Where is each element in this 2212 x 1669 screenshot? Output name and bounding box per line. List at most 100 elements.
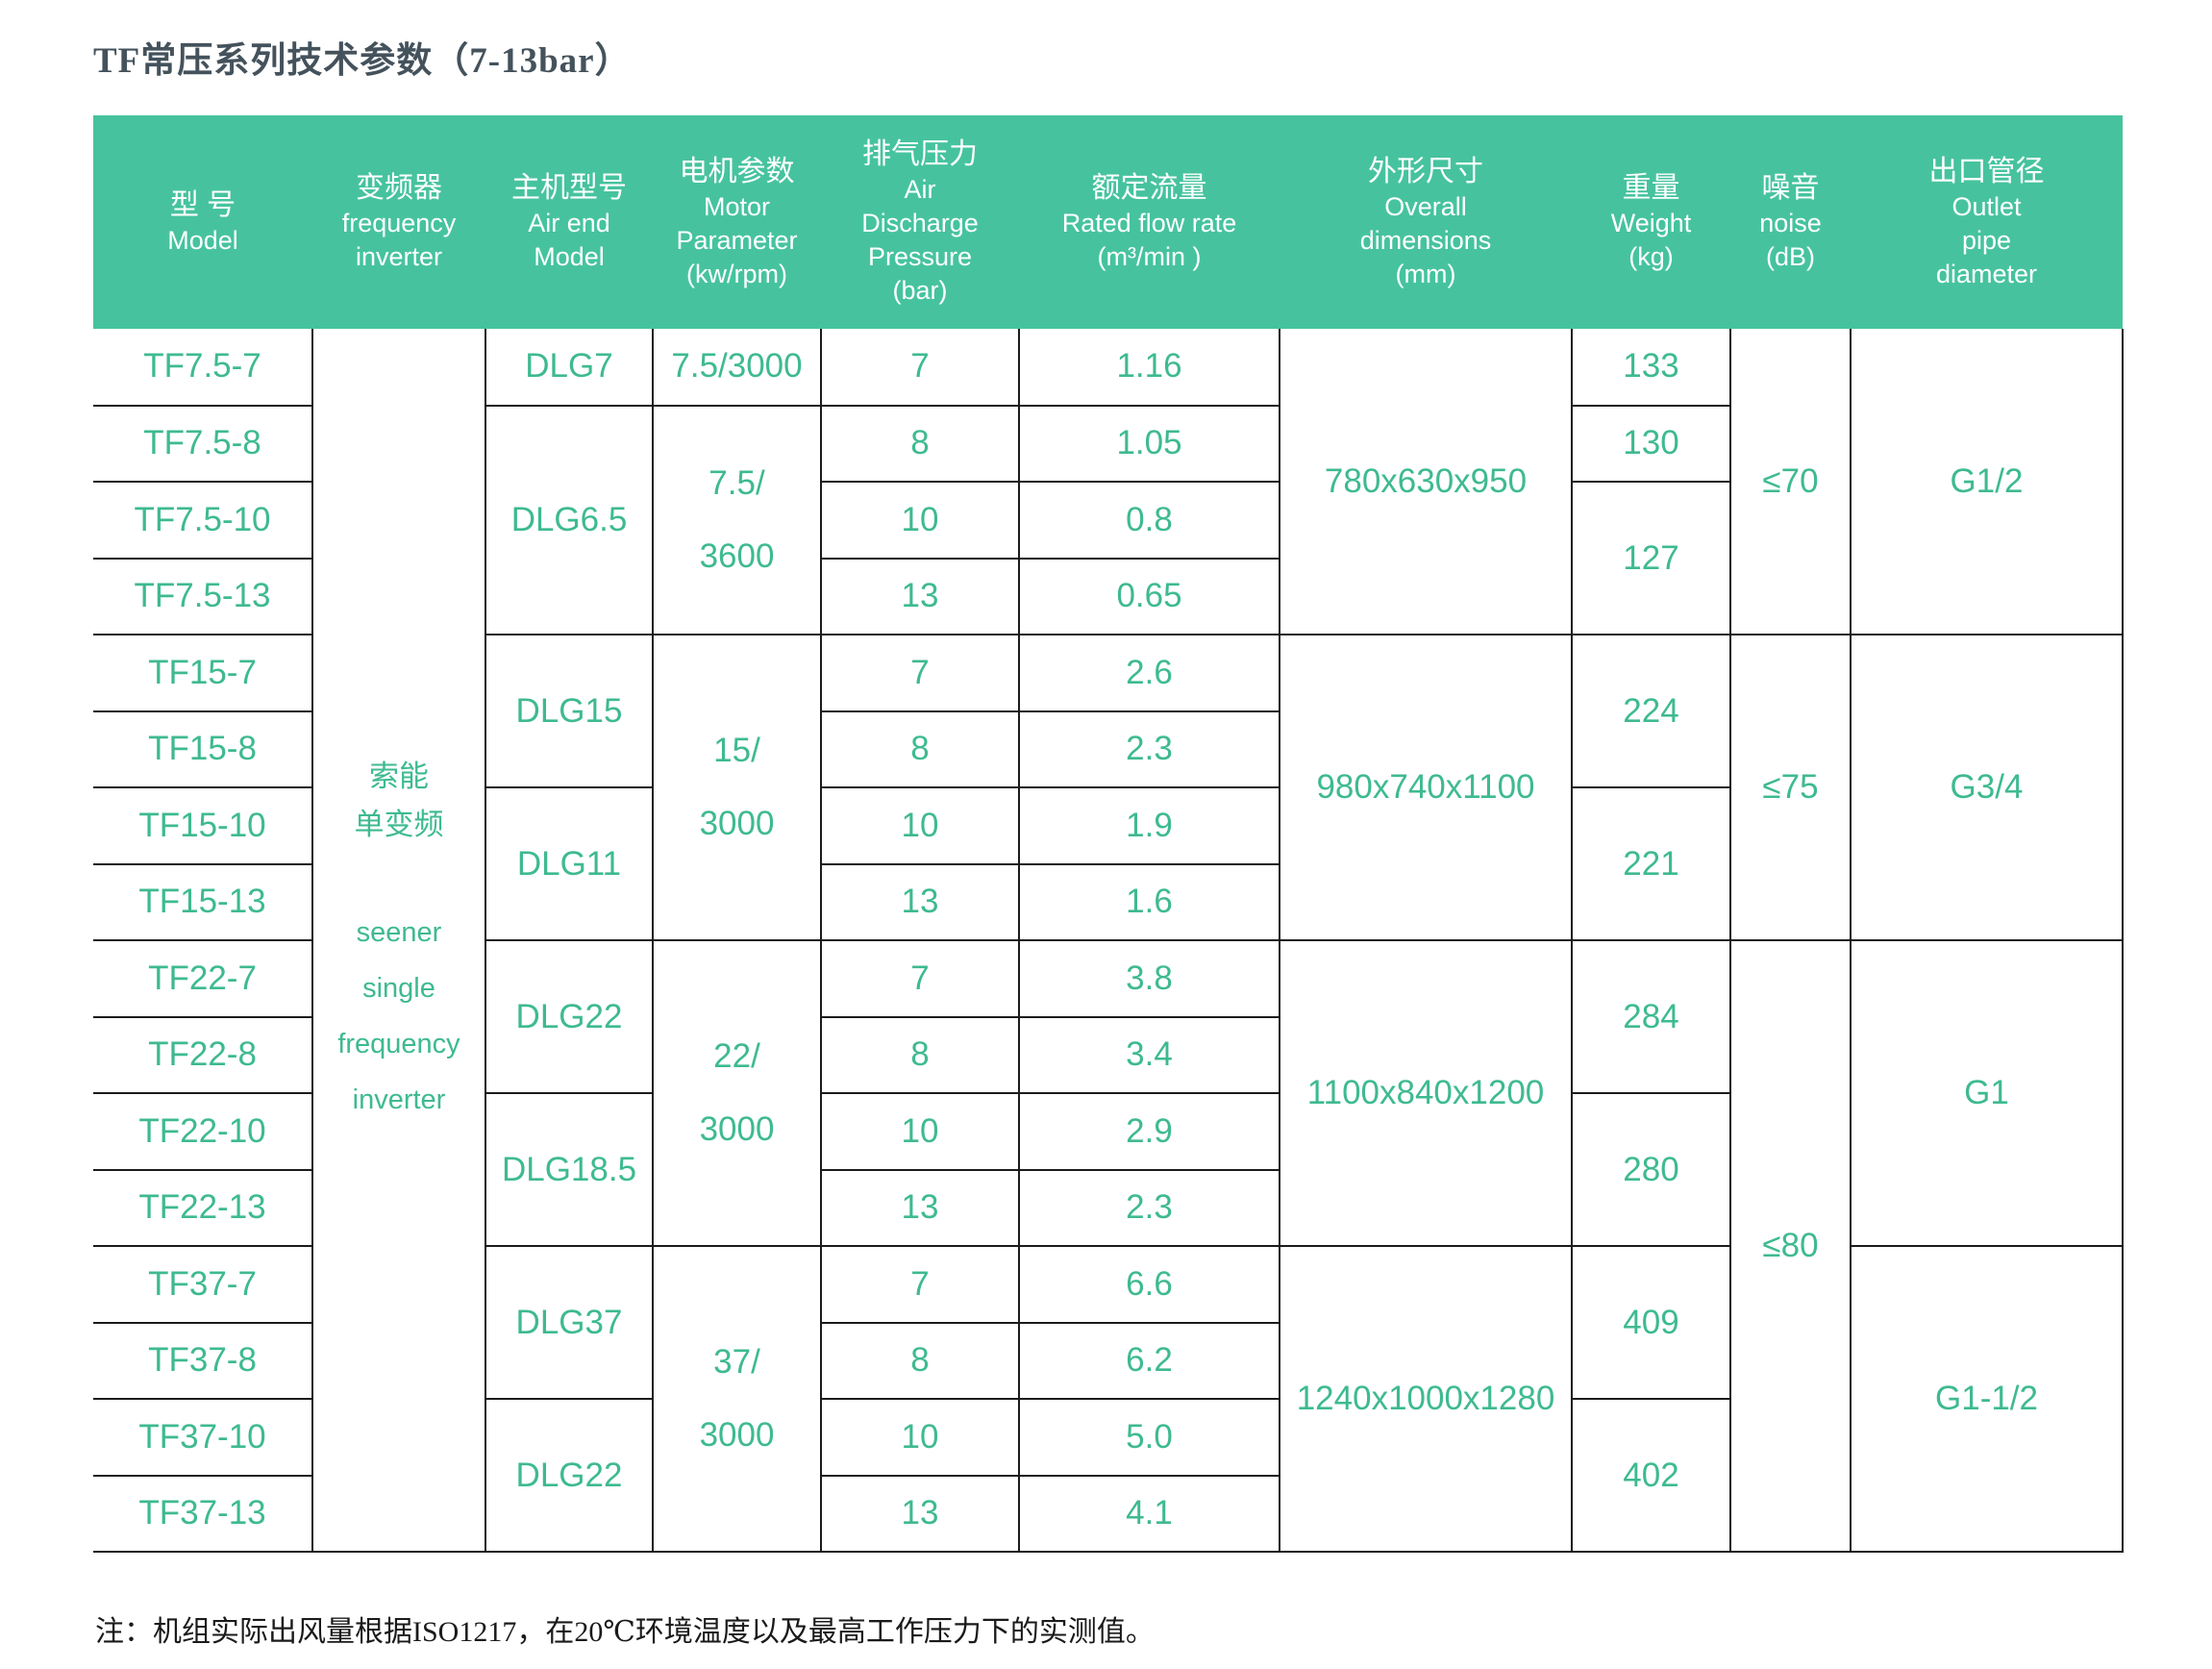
header-model: 型 号 Model	[93, 115, 312, 329]
cell-pressure: 10	[821, 1093, 1020, 1171]
table-row: TF7.5-8 DLG6.5 7.5/ 3600 8 1.05 130	[93, 405, 2123, 635]
cell-pressure: 7	[821, 329, 1020, 407]
cell-pipe: G1	[1851, 940, 2124, 1247]
cell-model: TF37-13	[93, 1475, 313, 1553]
cell-flow: 2.9	[1019, 1093, 1280, 1171]
cell-noise: ≤75	[1730, 635, 1852, 941]
cell-pressure: 13	[821, 1169, 1020, 1247]
cell-weight: 221	[1572, 787, 1731, 941]
header-noise: 噪音 noise (dB)	[1730, 115, 1851, 329]
inverter-label-en: seener single frequency inverter	[337, 916, 460, 1115]
cell-motor: 7.5/3000	[653, 329, 822, 407]
cell-weight: 409	[1572, 1246, 1731, 1400]
cell-pressure: 7	[821, 940, 1020, 1018]
table-row: TF15-8 8 2.3	[93, 710, 2123, 788]
cell-model: TF22-10	[93, 1093, 313, 1171]
cell-model: TF22-8	[93, 1016, 313, 1094]
cell-model: TF15-13	[93, 863, 313, 941]
cell-flow: 1.16	[1019, 329, 1280, 407]
cell-model: TF37-8	[93, 1322, 313, 1400]
table-row: TF37-13 13 4.1	[93, 1475, 2123, 1553]
cell-flow: 3.4	[1019, 1016, 1280, 1094]
spec-table: 型 号 Model 变频器 frequency inverter 主机型号 Air e…	[93, 115, 2124, 1553]
cell-pipe: G1-1/2	[1851, 1246, 2124, 1553]
cell-pressure: 10	[821, 1399, 1020, 1477]
inverter-label-zh: 索能 单变频	[354, 759, 444, 841]
cell-model: TF22-13	[93, 1169, 313, 1247]
table-row: TF22-13 13 2.3	[93, 1169, 2123, 1247]
cell-model: TF37-7	[93, 1246, 313, 1324]
cell-air-end: DLG7	[485, 329, 654, 407]
cell-dimensions: 780x630x950	[1280, 329, 1573, 635]
table-row: TF15-7 DLG15 15/ 3000 7 2.6 980x740x1100…	[93, 635, 2124, 941]
cell-flow: 6.2	[1019, 1322, 1280, 1400]
cell-noise: ≤70	[1730, 329, 1852, 635]
footnote: 注：机组实际出风量根据ISO1217，在20℃环境温度以及最高工作压力下的实测值…	[95, 1616, 1155, 1648]
cell-flow: 3.8	[1019, 940, 1280, 1018]
table-row: TF37-10 DLG22 10 5.0 402	[93, 1399, 2123, 1553]
cell-dimensions: 980x740x1100	[1280, 635, 1573, 941]
cell-pressure: 7	[821, 1246, 1020, 1324]
header-motor: 电机参数 Motor Parameter (kw/rpm)	[653, 115, 821, 329]
cell-flow: 0.8	[1019, 482, 1280, 560]
cell-air-end: DLG22	[485, 1399, 654, 1553]
cell-pressure: 8	[821, 1322, 1020, 1400]
table-row: TF15-10 DLG11 10 1.9 221	[93, 787, 2123, 941]
table-row: TF7.5-7 索能 单变频 seener single frequency i…	[93, 329, 2124, 1553]
header-dimensions: 外形尺寸 Overall dimensions (mm)	[1280, 115, 1572, 329]
header-weight: 重量 Weight (kg)	[1572, 115, 1730, 329]
cell-model: TF15-7	[93, 635, 313, 712]
cell-model: TF15-8	[93, 710, 313, 788]
cell-air-end: DLG15	[485, 635, 654, 788]
header-outlet-pipe: 出口管径 Outlet pipe diameter	[1851, 115, 2123, 329]
cell-weight: 402	[1572, 1399, 1731, 1553]
cell-air-end: DLG11	[485, 787, 654, 941]
cell-motor: 22/ 3000	[653, 940, 822, 1247]
cell-flow: 2.6	[1019, 635, 1280, 712]
cell-air-end: DLG18.5	[485, 1093, 654, 1247]
cell-inverter: 索能 单变频 seener single frequency inverter	[312, 329, 486, 1553]
cell-model: TF7.5-10	[93, 482, 313, 560]
table-row: TF22-8 8 3.4	[93, 1016, 2123, 1094]
cell-noise: ≤80	[1730, 940, 1852, 1553]
cell-motor: 37/ 3000	[653, 1246, 822, 1553]
cell-pipe: G1/2	[1851, 329, 2124, 635]
page-title: TF常压系列技术参数（7-13bar）	[93, 41, 632, 81]
cell-flow: 0.65	[1019, 558, 1280, 635]
cell-motor: 7.5/ 3600	[653, 405, 822, 635]
table-row: TF37-7 DLG37 37/ 3000 7 6.6 1240x1000x12…	[93, 1246, 2124, 1553]
cell-weight: 127	[1572, 482, 1731, 635]
cell-model: TF15-10	[93, 787, 313, 865]
cell-model: TF37-10	[93, 1399, 313, 1477]
cell-pressure: 8	[821, 1016, 1020, 1094]
cell-weight: 133	[1572, 329, 1731, 407]
cell-pressure: 8	[821, 710, 1020, 788]
cell-flow: 5.0	[1019, 1399, 1280, 1477]
cell-flow: 1.05	[1019, 405, 1280, 483]
header-inverter: 变频器 frequency inverter	[312, 115, 485, 329]
cell-pressure: 13	[821, 558, 1020, 635]
table-row: TF22-7 DLG22 22/ 3000 7 3.8 1100x840x120…	[93, 940, 2124, 1553]
cell-pressure: 13	[821, 1475, 1020, 1553]
cell-flow: 4.1	[1019, 1475, 1280, 1553]
cell-dimensions: 1100x840x1200	[1280, 940, 1573, 1247]
cell-weight: 130	[1572, 405, 1731, 483]
cell-flow: 6.6	[1019, 1246, 1280, 1324]
cell-pressure: 13	[821, 863, 1020, 941]
cell-air-end: DLG6.5	[485, 405, 654, 635]
cell-model: TF7.5-13	[93, 558, 313, 635]
header-flow-rate: 额定流量 Rated flow rate (m³/min )	[1019, 115, 1280, 329]
cell-pipe: G3/4	[1851, 635, 2124, 941]
cell-pressure: 10	[821, 482, 1020, 560]
cell-air-end: DLG22	[485, 940, 654, 1094]
cell-dimensions: 1240x1000x1280	[1280, 1246, 1573, 1553]
header-air-end: 主机型号 Air end Model	[485, 115, 653, 329]
cell-air-end: DLG37	[485, 1246, 654, 1400]
cell-model: TF7.5-8	[93, 405, 313, 483]
cell-weight: 284	[1572, 940, 1731, 1094]
cell-weight: 224	[1572, 635, 1731, 788]
cell-flow: 2.3	[1019, 1169, 1280, 1247]
cell-motor: 15/ 3000	[653, 635, 822, 941]
table-row: TF7.5-13 13 0.65	[93, 558, 2123, 635]
cell-pressure: 10	[821, 787, 1020, 865]
